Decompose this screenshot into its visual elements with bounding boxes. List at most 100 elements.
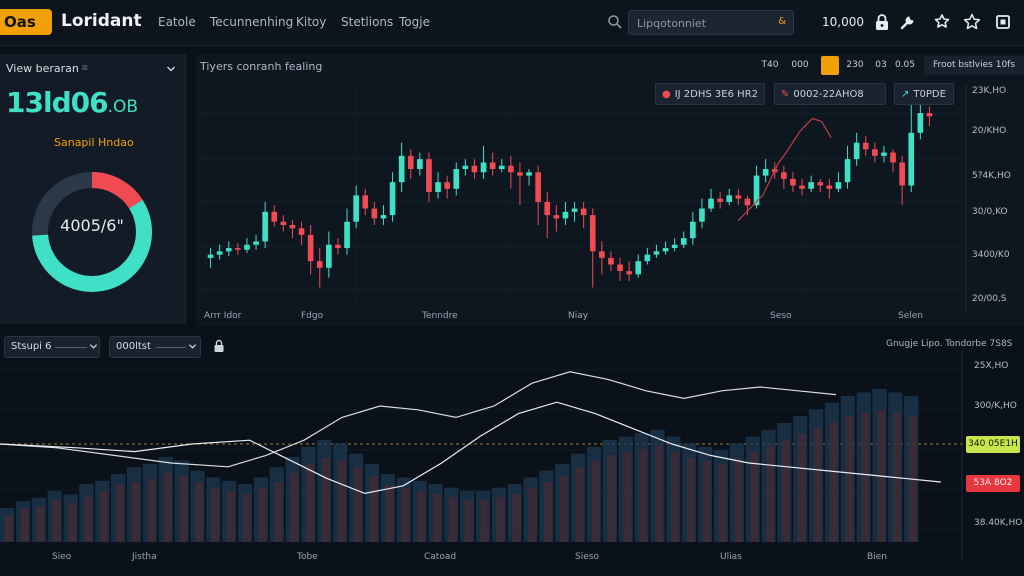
indicator-label[interactable]: Froot bstlvies 10fs [924, 56, 1024, 75]
candle-down [862, 142, 869, 150]
nav-item-eatole[interactable]: Eatole [158, 15, 196, 29]
timeframe-button-active[interactable] [821, 56, 839, 75]
candle-up [453, 169, 460, 189]
volume-bar-down [702, 461, 711, 542]
time-axis-label: Tobe [297, 552, 318, 562]
candle-down [280, 221, 287, 225]
volume-bar-down [322, 458, 330, 542]
logo-badge[interactable]: Oas [0, 9, 52, 35]
candle-up [762, 169, 769, 176]
timeframe-button[interactable]: 0.05 [894, 60, 916, 70]
nav-item-stetlions[interactable]: Stetlions [341, 15, 394, 29]
badge-icon[interactable] [933, 13, 951, 31]
price-axis-label: 300/K,HO [974, 401, 1017, 411]
lock-icon[interactable] [213, 339, 225, 353]
volume-bar-down [274, 482, 283, 542]
search-tag: & [778, 16, 786, 27]
price-axis-label: 23K,HO [972, 86, 1007, 96]
volume-bar-down [607, 455, 616, 542]
trend-pill[interactable]: ↗ T0PDE [894, 83, 954, 105]
view-selector-label[interactable]: View beraran [6, 62, 79, 75]
volume-bar-down [782, 440, 790, 542]
chevron-down-icon[interactable] [166, 64, 176, 74]
drawing-pill[interactable]: ✎ 0002-22AHO8 [774, 83, 886, 105]
time-axis-label: Sieo [52, 552, 72, 562]
account-balance: 10,000 [822, 15, 864, 29]
candle-down [608, 257, 614, 265]
candle-up [808, 182, 814, 189]
candle-up [671, 244, 678, 249]
candle-up [726, 195, 733, 202]
search-icon[interactable] [607, 14, 623, 30]
candle-up [398, 155, 405, 183]
timeframe-button[interactable]: 000 [791, 60, 809, 70]
price-chart[interactable]: Tiyers conranh fealing T40 000 230 03 0.… [196, 54, 1024, 326]
candle-up [498, 165, 505, 170]
candle-down [817, 182, 824, 186]
volume-bar-down [369, 476, 378, 542]
candle-up [690, 221, 696, 239]
timeframe-button[interactable]: 230 [846, 60, 864, 70]
portfolio-value: 13ld06.OB [6, 86, 138, 119]
chevron-down-icon[interactable] [188, 342, 197, 351]
candle-up [435, 182, 441, 193]
volume-bar-down [861, 413, 870, 542]
volume-bar-down [433, 494, 441, 542]
candle-up [699, 208, 705, 222]
candle-down [580, 208, 587, 216]
interval-dropdown[interactable]: 000ltst [109, 336, 201, 358]
time-axis-label: Arrr Idor [204, 311, 242, 321]
timeframe-button[interactable]: 03 [875, 60, 887, 70]
interval-dropdown-label: 000ltst [116, 341, 151, 352]
candle-up [262, 211, 268, 242]
candle-up [917, 113, 924, 133]
study-dropdown-label: Stsupi 6 [11, 341, 52, 352]
candle-down [407, 155, 414, 170]
candle-down [744, 198, 751, 206]
study-dropdown[interactable]: Stsupi 6 [4, 336, 100, 358]
volume-bar-down [559, 476, 568, 542]
view-settings-icon[interactable]: ⧈ [82, 63, 88, 73]
volume-bar-down [496, 497, 505, 542]
candle-down [508, 165, 514, 173]
top-bar: Oas Loridant Eatole Tecunnenhing Kitoy S… [0, 0, 1024, 46]
volume-bar-down [210, 488, 219, 542]
volume-panel[interactable]: Stsupi 6 000ltst Gnugje Lipo. Tondorbe 7… [0, 330, 1024, 576]
volume-bar-down [480, 500, 489, 542]
candle-down [489, 162, 496, 170]
volume-bar-down [766, 446, 775, 542]
volume-bar-down [670, 452, 679, 542]
star-icon[interactable] [963, 13, 981, 31]
exit-icon[interactable] [994, 13, 1012, 31]
nav-item-kitoy[interactable]: Kitoy [296, 15, 327, 29]
volume-bar-down [417, 491, 426, 542]
candle-down [298, 228, 305, 235]
volume-bar-down [797, 434, 806, 542]
volume-plot[interactable] [0, 330, 1024, 576]
indicator-pill[interactable]: ● IJ 2DHS 3E6 HR2 [655, 83, 765, 105]
search-input[interactable] [637, 16, 767, 30]
chevron-down-icon[interactable] [89, 342, 98, 351]
lock-icon[interactable] [873, 13, 891, 31]
tool-icon[interactable] [899, 13, 917, 31]
time-axis-label: Jistha [132, 552, 157, 562]
nav-item-tecunnenhing[interactable]: Tecunnenhing [210, 15, 294, 29]
candle-down [589, 215, 596, 252]
volume-bar-down [290, 473, 299, 542]
brand-name[interactable]: Loridant [61, 11, 142, 31]
nav-item-togje[interactable]: Togje [399, 15, 430, 29]
candlestick-plot[interactable] [196, 54, 1024, 326]
volume-bar-down [115, 485, 124, 542]
timeframe-button[interactable]: T40 [761, 60, 779, 70]
volume-bar-down [84, 497, 92, 542]
candle-up [244, 244, 250, 250]
volume-bar-down [718, 464, 727, 542]
volume-bar-down [52, 500, 61, 542]
dot-icon: ● [662, 89, 671, 100]
candle-up [835, 182, 842, 189]
candle-down [926, 113, 933, 117]
study-line-a [0, 371, 837, 468]
candle-up [908, 132, 915, 186]
time-axis-label: Sieso [575, 552, 599, 562]
candle-up [662, 248, 669, 252]
